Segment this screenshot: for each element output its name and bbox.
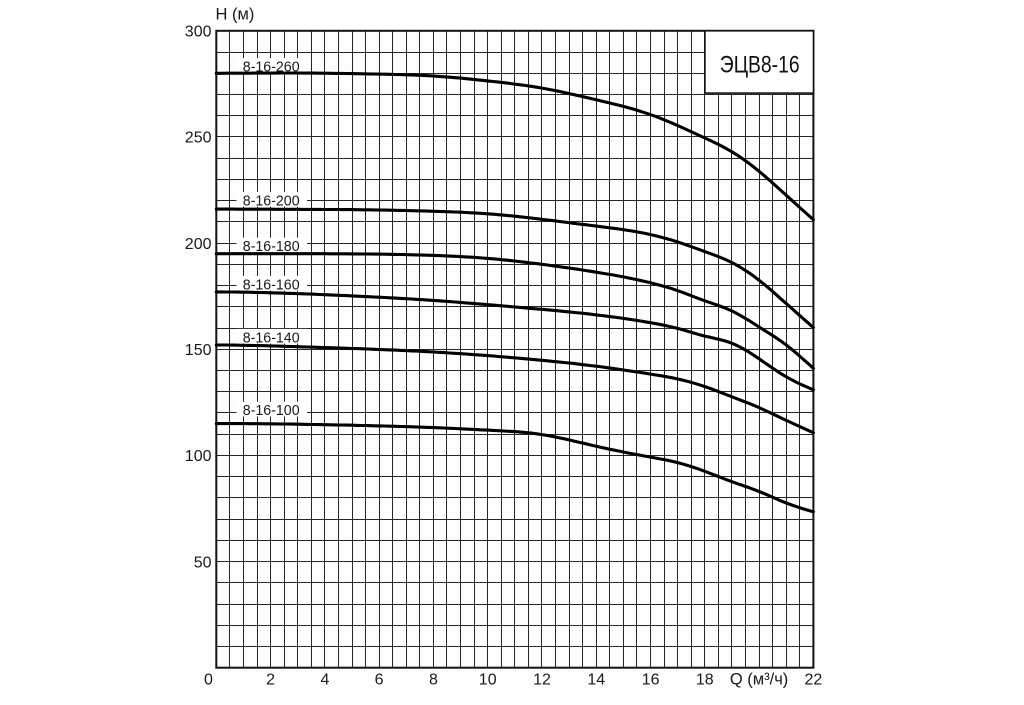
svg-text:150: 150 — [185, 342, 212, 359]
svg-text:22: 22 — [805, 672, 823, 689]
svg-text:18: 18 — [696, 672, 714, 689]
svg-text:14: 14 — [587, 672, 605, 689]
svg-text:8-16-200: 8-16-200 — [243, 192, 300, 209]
svg-text:8-16-180: 8-16-180 — [243, 238, 300, 255]
svg-text:H (м): H (м) — [216, 5, 255, 23]
svg-text:0: 0 — [204, 672, 213, 689]
svg-text:8-16-100: 8-16-100 — [243, 402, 300, 419]
svg-text:50: 50 — [194, 554, 212, 571]
svg-text:6: 6 — [375, 672, 384, 689]
svg-text:250: 250 — [185, 130, 212, 147]
svg-text:12: 12 — [533, 672, 551, 689]
svg-text:8-16-260: 8-16-260 — [243, 59, 300, 76]
svg-text:Q (м³/ч): Q (м³/ч) — [730, 671, 788, 689]
svg-text:300: 300 — [185, 24, 212, 41]
svg-text:16: 16 — [642, 672, 660, 689]
svg-text:10: 10 — [479, 672, 497, 689]
svg-text:ЭЦВ8-16: ЭЦВ8-16 — [720, 51, 800, 78]
svg-text:200: 200 — [185, 236, 212, 253]
svg-text:4: 4 — [320, 672, 329, 689]
svg-text:100: 100 — [185, 448, 212, 465]
svg-text:8-16-140: 8-16-140 — [243, 329, 300, 346]
svg-text:2: 2 — [266, 672, 275, 689]
svg-text:8: 8 — [429, 672, 438, 689]
svg-text:8-16-160: 8-16-160 — [243, 276, 300, 293]
